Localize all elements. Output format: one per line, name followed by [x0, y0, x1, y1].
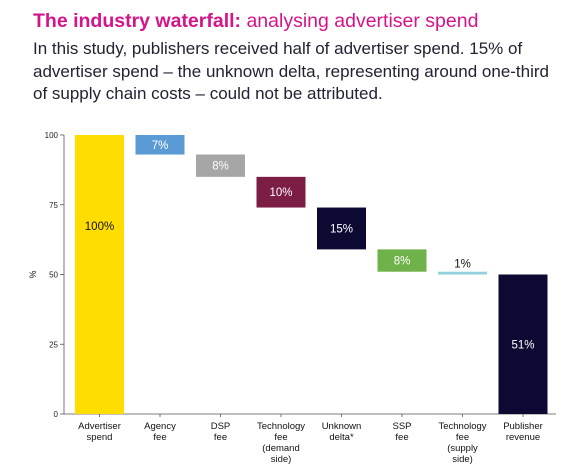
bar [317, 207, 366, 250]
category-label-line: fee [456, 432, 469, 443]
bar [377, 249, 427, 272]
bar-value-label: 51% [511, 339, 534, 351]
category-label: Agency fee [144, 421, 176, 443]
category-label: Technology fee (demand side) [257, 421, 305, 465]
category-label-line: delta* [329, 432, 354, 443]
y-tick-label: 0 [54, 410, 59, 419]
category-label-line: Technology [257, 421, 305, 432]
category-label-line: side) [271, 454, 292, 465]
category-label-line: Publisher [503, 421, 543, 432]
category-label: Publisher revenue [503, 421, 543, 443]
category-label-line: (demand [262, 443, 300, 454]
bar [75, 135, 124, 414]
bar [256, 176, 306, 208]
bar-value-label: 8% [212, 161, 229, 173]
title-bold-part: The industry waterfall: [33, 10, 242, 32]
category-label-line: Unknown [322, 421, 362, 432]
bar [438, 271, 487, 275]
category-label-line: side) [452, 454, 473, 465]
y-tick-label: 25 [49, 340, 58, 349]
bar [498, 274, 548, 414]
category-label-line: (supply [447, 443, 478, 454]
category-label-line: Agency [144, 421, 176, 432]
category-label-line: SSP [392, 421, 411, 432]
page-subtitle: In this study, publishers received half … [33, 39, 550, 103]
category-label-line: Advertiser [78, 421, 121, 432]
category-label-line: fee [395, 432, 408, 443]
category-label: Unknown delta* [322, 421, 362, 443]
bar-value-label: 1% [454, 259, 471, 271]
category-label-line: fee [214, 432, 227, 443]
page-title: The industry waterfall: analysing advert… [33, 8, 478, 34]
bar-value-label: 10% [269, 187, 292, 199]
category-label-line: revenue [506, 432, 540, 443]
category-label: SSP fee [392, 421, 411, 443]
bar-value-label: 15% [330, 223, 353, 235]
category-label-line: DSP [211, 421, 231, 432]
category-label: DSP fee [211, 421, 231, 443]
bar [135, 135, 185, 155]
category-label: Advertiser spend [78, 421, 121, 443]
y-tick-label: 75 [49, 201, 58, 210]
bar [196, 154, 245, 177]
bar-value-label: 8% [394, 256, 411, 268]
title-rest-part: analysing advertiser spend [241, 10, 479, 32]
bar-value-label: 100% [85, 221, 114, 233]
category-label-line: Technology [438, 421, 486, 432]
bar-value-label: 7% [152, 140, 169, 152]
category-label: Technology fee (supply side) [438, 421, 486, 465]
y-tick-label: 100 [45, 131, 59, 140]
category-label-line: fee [153, 432, 166, 443]
y-tick-label: 50 [49, 271, 58, 280]
category-label-line: fee [274, 432, 287, 443]
category-label-line: spend [87, 432, 113, 443]
y-axis-title: % [28, 270, 38, 278]
